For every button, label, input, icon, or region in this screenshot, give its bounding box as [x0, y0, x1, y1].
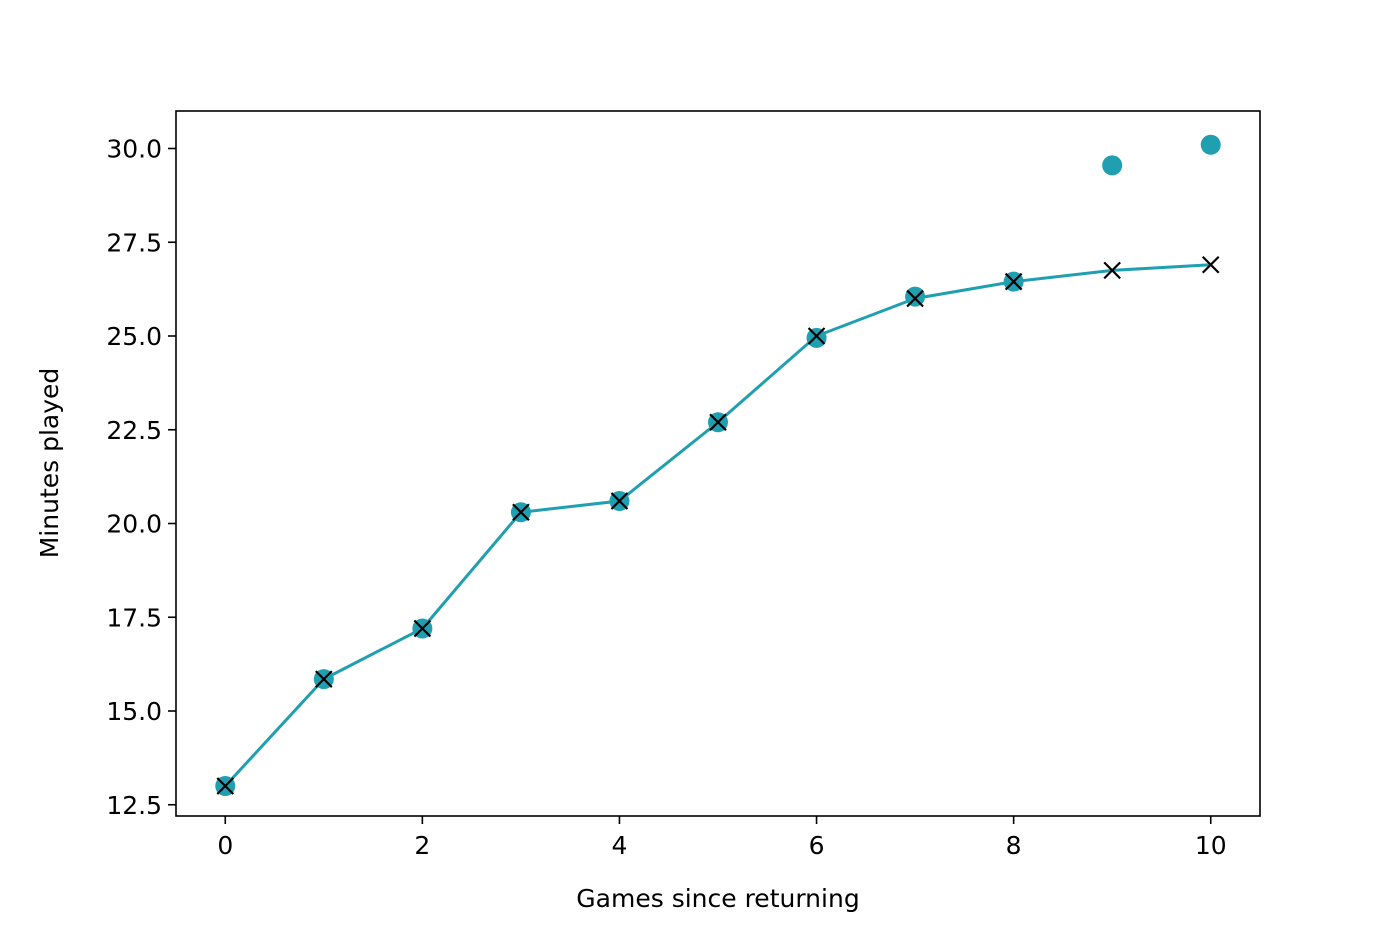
x-tick-label: 2: [414, 831, 430, 860]
x-marker-stroke: [709, 413, 727, 432]
y-tick-label: 30.0: [106, 135, 162, 164]
x-axis-label: Games since returning: [576, 884, 859, 913]
x-marker-point: [906, 289, 924, 308]
scatter-point: [905, 286, 926, 307]
y-tick-label: 20.0: [106, 510, 162, 539]
scatter-point: [1102, 155, 1123, 176]
x-marker-point: [315, 670, 333, 688]
x-marker-stroke: [413, 619, 432, 638]
x-marker-stroke: [807, 327, 826, 345]
y-tick-label: 12.5: [106, 791, 162, 820]
x-axis-ticks: 0 2 4 6 8 10: [217, 816, 1227, 860]
y-tick-label: 27.5: [106, 228, 162, 257]
x-marker-point: [610, 492, 629, 510]
x-marker-point: [1004, 272, 1023, 291]
x-tick-label: 8: [1006, 831, 1022, 860]
x-marker-point: [512, 503, 530, 522]
x-marker-stroke: [906, 289, 924, 308]
y-tick-label: 22.5: [106, 416, 162, 445]
x-tick-label: 10: [1195, 831, 1227, 860]
x-marker-stroke: [216, 777, 235, 795]
x-tick-label: 6: [809, 831, 825, 860]
plot-frame: [175, 110, 1261, 817]
series-layer: [215, 134, 1221, 796]
scatter-point: [1200, 134, 1221, 155]
x-marker-point: [709, 413, 727, 432]
plot-area: [176, 111, 1260, 816]
x-marker-stroke: [1004, 272, 1023, 291]
scatter-point: [806, 327, 827, 348]
x-tick-label: 4: [612, 831, 628, 860]
y-tick-label: 25.0: [106, 322, 162, 351]
x-marker-point: [1201, 255, 1220, 274]
x-marker-stroke: [1201, 255, 1220, 274]
x-marker-point: [807, 327, 826, 345]
x-marker-stroke: [610, 492, 629, 510]
x-marker-stroke: [315, 670, 333, 688]
x-marker-point: [1103, 261, 1121, 280]
y-axis-ticks: 12.5 15.0 17.5 20.0 22.5 25.0 27.5 30.0: [106, 135, 176, 820]
x-marker-stroke: [1103, 261, 1121, 280]
y-tick-label: 15.0: [106, 697, 162, 726]
y-axis-label: Minutes played: [35, 368, 64, 559]
x-marker-stroke: [512, 503, 530, 522]
x-marker-point: [413, 619, 432, 638]
x-marker-point: [216, 777, 235, 795]
y-tick-label: 17.5: [106, 603, 162, 632]
x-tick-label: 0: [217, 831, 233, 860]
